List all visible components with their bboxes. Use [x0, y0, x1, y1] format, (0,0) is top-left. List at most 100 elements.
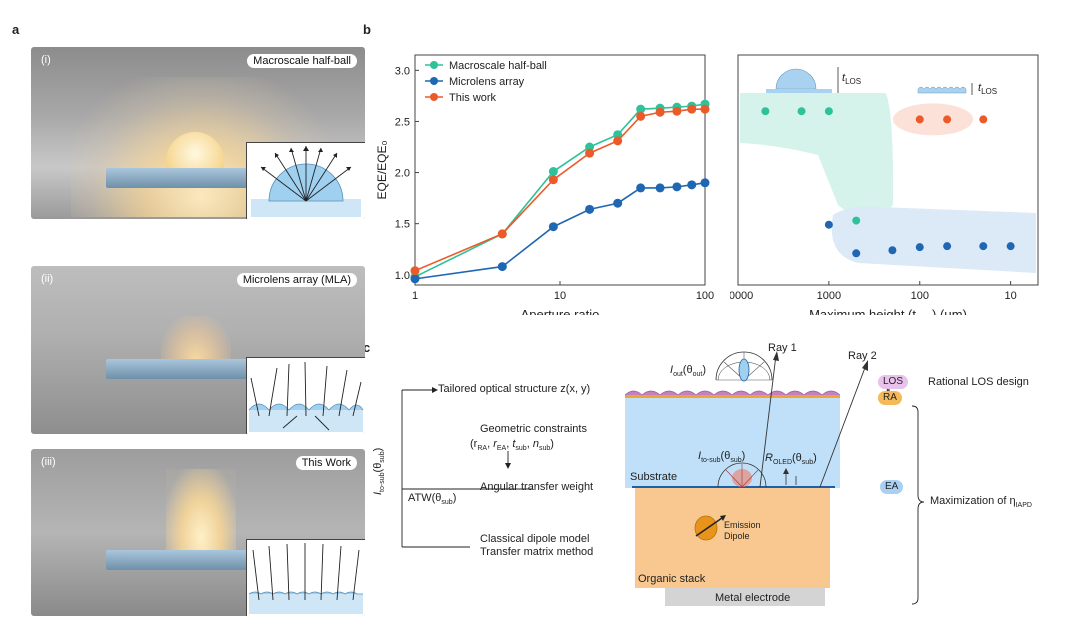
data-point: [672, 106, 682, 116]
photo-microlens-array: (ii) Microlens array (MLA): [31, 266, 365, 434]
series-line: [414, 108, 705, 272]
data-point: [655, 183, 665, 193]
classical-dipole-text: Classical dipole model: [480, 533, 590, 545]
maximization-sub: IAPD: [1015, 502, 1032, 510]
substrate-slab: [106, 168, 256, 188]
geometric-constraints-text: Geometric constraints: [480, 423, 587, 435]
roled-sub: OLED: [772, 459, 793, 467]
x-tick-label: 10: [554, 290, 566, 302]
x-axis-label: Aperture ratio: [521, 307, 600, 315]
data-point: [687, 104, 697, 114]
mla-icon: [917, 86, 967, 94]
data-point: [585, 148, 595, 158]
chart-eqe-vs-aperture-box: 1.0 1.5 2.0 2.5 3.0 1 10 100 Aperture ratio EQE/E…: [370, 45, 725, 322]
vertical-itosub-arg: (θ: [372, 462, 384, 473]
emission-label: Emission: [724, 520, 761, 530]
chart-eqe-vs-height-box: 10000 1000 100 10 Maximum height (tLOS) (μm)…: [723, 45, 1065, 324]
data-point: [497, 229, 507, 239]
y-tick-label: 3.0: [395, 65, 410, 77]
x-tick-label: 100: [696, 290, 714, 302]
data-point: [548, 175, 558, 185]
data-point: [613, 136, 623, 146]
itosub-label: Ito-sub(θsub): [698, 450, 746, 465]
chart-eqe-vs-height: 10000 1000 100 10 Maximum height (tLOS) (μm)…: [723, 54, 1039, 324]
legend-marker: [430, 61, 438, 69]
photo-caption: Microlens array (MLA): [236, 273, 357, 287]
ra-pill: RA: [878, 391, 902, 405]
ray-2-label: Ray 2: [848, 350, 877, 362]
data-point: [979, 115, 988, 124]
chart-eqe-vs-aperture: 1.0 1.5 2.0 2.5 3.0 1 10 100 Aperture ratio EQE/E…: [375, 54, 714, 322]
vertical-itosub-label: Ito-sub(θsub): [372, 447, 387, 495]
x-tick-label: 1: [412, 290, 418, 302]
data-point: [824, 107, 833, 116]
maximization-text: Maximization of ηIAPD: [930, 495, 1032, 509]
plot-frame: [737, 54, 1039, 286]
device-schematic: [624, 351, 925, 606]
light-cone: [166, 469, 236, 554]
data-point: [943, 242, 952, 251]
data-point: [548, 222, 558, 232]
roled-label: ROLED(θsub): [765, 452, 817, 467]
photo-tag: (iii): [41, 456, 56, 468]
half-ball-icon: [775, 68, 817, 90]
data-point: [761, 107, 770, 116]
los-pill: LOS: [878, 375, 909, 389]
series-line: [414, 181, 706, 280]
y-axis-label: EQE/EQE₀: [375, 140, 389, 199]
iout-arg: (θ: [682, 364, 693, 376]
atw-text: ATW(θsub): [408, 492, 457, 507]
tlos-label-right: tLOS: [978, 82, 997, 96]
x-tick-label: 1000: [817, 290, 841, 302]
half-ball-region: [740, 93, 894, 218]
panel-c-device: Ray 1 Ray 2 Iout(θout) LOS RA EA Rationa…: [620, 340, 1065, 625]
data-point: [797, 107, 806, 116]
inset-this-work-diagram: [246, 539, 365, 616]
data-point: [852, 216, 861, 225]
dipole-label: Dipole: [724, 531, 750, 541]
maximization-prefix: Maximization of η: [930, 495, 1016, 507]
atw-prefix: ATW(θ: [408, 492, 442, 504]
data-point: [585, 204, 595, 214]
transfer-matrix-text: Transfer matrix method: [480, 546, 594, 558]
data-point: [636, 183, 646, 193]
iout-sub: out: [673, 371, 683, 379]
substrate-slab: [106, 359, 256, 379]
plot-frame: [414, 54, 706, 286]
half-ball-icon-base: [766, 89, 832, 93]
y-tick-label: 2.5: [395, 116, 410, 128]
data-point: [410, 274, 420, 284]
data-point: [915, 243, 924, 252]
data-point: [636, 104, 646, 114]
inset-microlens-diagram: [246, 357, 365, 434]
panel-label-a: a: [12, 22, 20, 37]
itosub-letter: I: [698, 450, 702, 462]
data-point: [915, 115, 924, 124]
data-point: [687, 180, 697, 190]
iout-arg-sub: out: [692, 371, 703, 379]
substrate-slab: [106, 550, 256, 570]
metal-electrode-label: Metal electrode: [715, 592, 791, 604]
atw-sub: sub: [441, 499, 453, 507]
legend-marker: [430, 93, 438, 101]
geometric-params-text: (rRA, rEA, tsub, nsub): [470, 438, 554, 453]
legend-label: This work: [449, 92, 497, 104]
data-point: [824, 220, 833, 229]
legend-marker: [430, 77, 438, 85]
data-point: [1006, 242, 1015, 251]
organic-stack-label: Organic stack: [638, 573, 706, 585]
y-tick-label: 2.0: [395, 168, 410, 180]
angular-transfer-weight-text: Angular transfer weight: [480, 481, 594, 493]
data-point: [888, 246, 897, 255]
itosub-sub: to-sub: [701, 457, 721, 465]
tlos-label-left: tLOS: [842, 72, 861, 86]
data-point: [613, 198, 623, 208]
legend-label: Microlens array: [449, 76, 525, 88]
photo-caption: This Work: [295, 456, 357, 470]
data-point: [700, 104, 710, 114]
data-point: [672, 182, 682, 192]
vertical-itosub-letter: I: [372, 491, 384, 495]
y-tick-label: 1.5: [395, 219, 410, 231]
vertical-itosub-arg-sub: sub: [379, 451, 387, 463]
light-cone: [161, 316, 231, 366]
